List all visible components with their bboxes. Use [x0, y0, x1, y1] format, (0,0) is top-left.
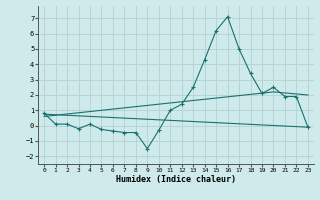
X-axis label: Humidex (Indice chaleur): Humidex (Indice chaleur): [116, 175, 236, 184]
